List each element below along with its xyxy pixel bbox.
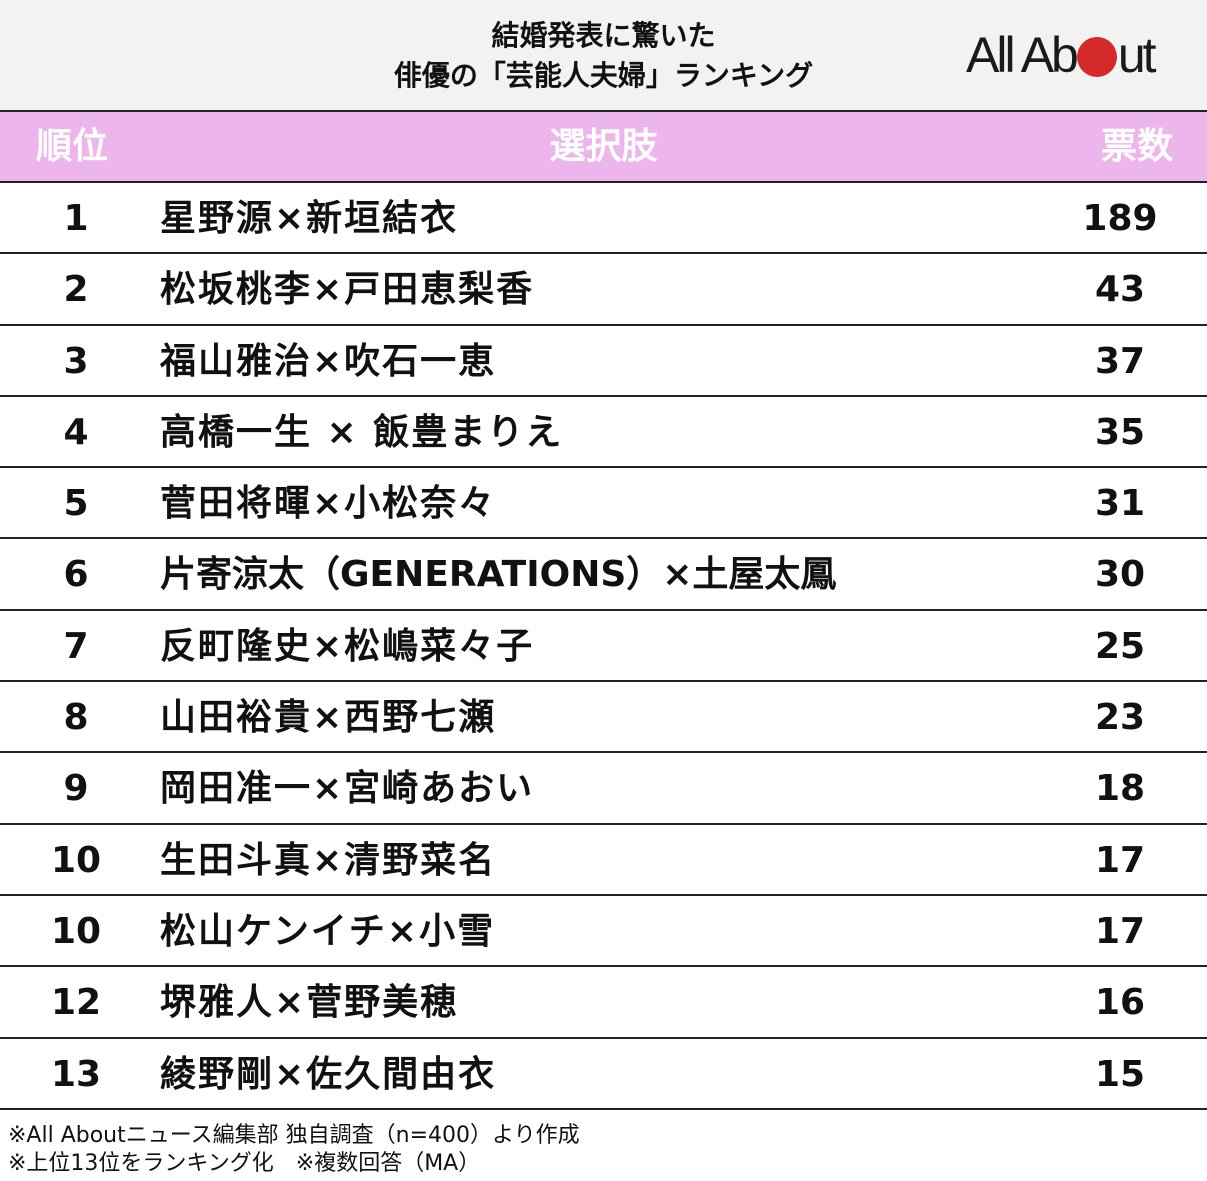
allabout-logo: All Ab ut	[966, 27, 1157, 83]
rank-cell: 10	[50, 839, 102, 881]
choice-cell: 高橋一生 × 飯豊まりえ	[160, 411, 564, 453]
votes-cell: 15	[1094, 1053, 1146, 1095]
choice-cell: 菅田将暉×小松奈々	[160, 483, 497, 525]
footnotes: ※All Aboutニュース編集部 独自調査（n=400）より作成 ※上位13位…	[8, 1122, 580, 1178]
rank-cell: 2	[63, 269, 89, 311]
choice-cell: 片寄涼太（GENERATIONS）×土屋太鳳	[160, 554, 837, 596]
choice-cell: 綾野剛×佐久間由衣	[160, 1053, 497, 1095]
rank-cell: 6	[63, 554, 89, 596]
rank-cell: 1	[63, 198, 89, 239]
choice-cell: 岡田准一×宮崎あおい	[160, 768, 535, 810]
footnote-source: ※All Aboutニュース編集部 独自調査（n=400）より作成	[8, 1123, 580, 1148]
votes-cell: 35	[1094, 411, 1146, 453]
rank-cell: 7	[63, 625, 89, 667]
table-row: 2 松坂桃李×戸田恵梨香 43	[0, 254, 1207, 326]
chart-title: 結婚発表に驚いた 俳優の「芸能人夫婦」ランキング	[0, 16, 1207, 96]
logo-text-left: All Ab	[966, 27, 1079, 83]
rank-cell: 9	[63, 768, 89, 810]
table-row: 4 高橋一生 × 飯豊まりえ 35	[0, 397, 1207, 469]
choice-cell: 松山ケンイチ×小雪	[160, 910, 496, 952]
header-choice: 選択肢	[549, 126, 658, 167]
title-band: 結婚発表に驚いた 俳優の「芸能人夫婦」ランキング All Ab ut	[0, 0, 1207, 112]
logo-red-dot-icon	[1076, 37, 1117, 77]
table-row: 13 綾野剛×佐久間由衣 15	[0, 1039, 1207, 1110]
table-row: 10 松山ケンイチ×小雪 17	[0, 896, 1207, 968]
choice-cell: 松坂桃李×戸田恵梨香	[160, 269, 535, 311]
rank-cell: 8	[63, 697, 89, 739]
rank-cell: 13	[50, 1053, 102, 1095]
title-line-1: 結婚発表に驚いた	[491, 19, 716, 52]
choice-cell: 山田裕貴×西野七瀬	[160, 697, 497, 739]
votes-cell: 31	[1094, 483, 1146, 525]
table-row: 1 星野源×新垣結衣 189	[0, 183, 1207, 255]
table-body: 1 星野源×新垣結衣 189 2 松坂桃李×戸田恵梨香 43 3 福山雅治×吹石…	[0, 183, 1207, 1110]
rank-cell: 5	[63, 483, 89, 525]
votes-cell: 18	[1094, 768, 1146, 810]
votes-cell: 16	[1094, 982, 1146, 1024]
choice-cell: 生田斗真×清野菜名	[160, 839, 497, 881]
choice-cell: 福山雅治×吹石一恵	[160, 340, 497, 382]
table-header: 順位 選択肢 票数	[0, 112, 1207, 183]
votes-cell: 23	[1094, 697, 1146, 739]
votes-cell: 30	[1094, 554, 1146, 596]
rank-cell: 3	[63, 340, 89, 382]
footnote-method: ※上位13位をランキング化 ※複数回答（MA）	[8, 1151, 481, 1176]
votes-cell: 17	[1094, 839, 1146, 881]
logo-text-right: ut	[1117, 27, 1157, 83]
choice-cell: 堺雅人×菅野美穂	[160, 982, 459, 1024]
votes-cell: 25	[1094, 625, 1146, 667]
header-rank: 順位	[36, 126, 109, 167]
header-votes: 票数	[1100, 126, 1173, 167]
table-row: 3 福山雅治×吹石一恵 37	[0, 326, 1207, 397]
votes-cell: 189	[1082, 198, 1158, 239]
title-line-2: 俳優の「芸能人夫婦」ランキング	[393, 59, 814, 92]
rank-cell: 12	[50, 982, 102, 1024]
votes-cell: 37	[1094, 340, 1146, 382]
table-row: 5 菅田将暉×小松奈々 31	[0, 468, 1207, 540]
table-row: 9 岡田准一×宮崎あおい 18	[0, 753, 1207, 825]
table-row: 6 片寄涼太（GENERATIONS）×土屋太鳳 30	[0, 539, 1207, 611]
rank-cell: 4	[63, 411, 89, 453]
table-row: 7 反町隆史×松嶋菜々子 25	[0, 611, 1207, 683]
votes-cell: 43	[1094, 269, 1146, 311]
votes-cell: 17	[1094, 910, 1146, 952]
choice-cell: 星野源×新垣結衣	[160, 198, 459, 239]
rank-cell: 10	[50, 910, 102, 952]
table-row: 10 生田斗真×清野菜名 17	[0, 825, 1207, 896]
choice-cell: 反町隆史×松嶋菜々子	[160, 625, 535, 667]
table-row: 8 山田裕貴×西野七瀬 23	[0, 682, 1207, 754]
table-row: 12 堺雅人×菅野美穂 16	[0, 967, 1207, 1039]
